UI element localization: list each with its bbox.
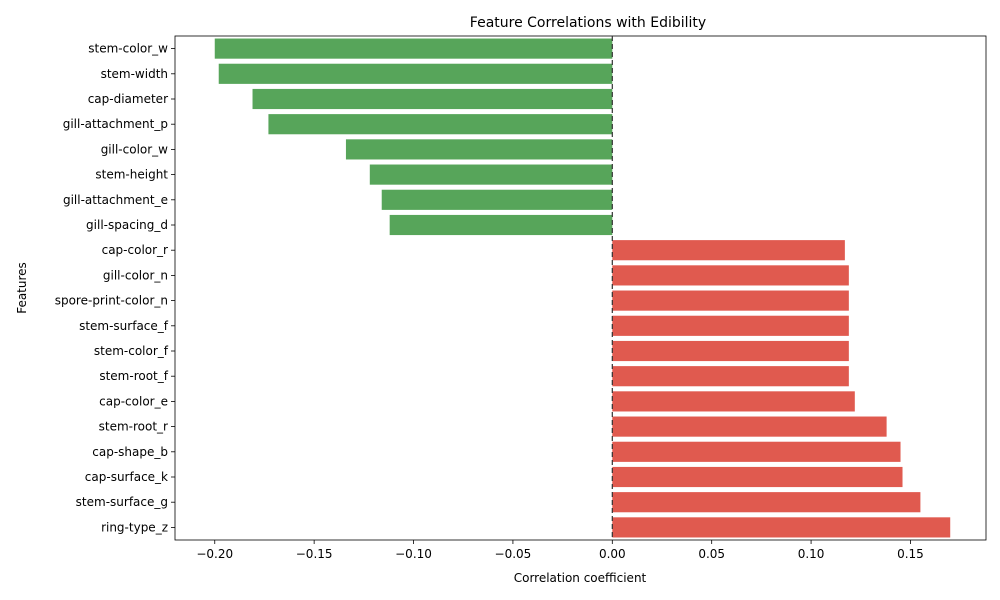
y-tick-label: gill-attachment_e: [63, 193, 168, 207]
bar-stem-color_w: [214, 38, 613, 59]
bar-spore-print-color_n: [612, 290, 849, 311]
x-axis-label: Correlation coefficient: [514, 571, 647, 585]
bar-stem-root_r: [612, 416, 887, 437]
bars: [214, 38, 951, 538]
y-tick-label: cap-surface_k: [85, 470, 168, 484]
bar-stem-height: [369, 164, 613, 185]
y-tick-label: spore-print-color_n: [55, 294, 168, 308]
bar-gill-color_n: [612, 265, 849, 286]
y-tick-label: ring-type_z: [101, 520, 168, 534]
y-axis-label: Features: [15, 262, 29, 314]
y-tick-label: cap-shape_b: [92, 445, 168, 459]
bar-gill-spacing_d: [389, 214, 613, 236]
x-tick-label: 0.00: [599, 547, 626, 561]
y-tick-label: stem-root_f: [99, 369, 168, 383]
bar-gill-color_w: [345, 139, 613, 160]
bar-gill-attachment_p: [268, 114, 613, 135]
y-tick-label: cap-color_r: [102, 243, 168, 257]
y-tick-label: stem-root_r: [99, 420, 168, 434]
x-tick-label: 0.10: [798, 547, 825, 561]
y-tick-label: stem-surface_g: [76, 495, 168, 509]
bar-cap-color_e: [612, 391, 855, 412]
x-tick-label: −0.20: [196, 547, 233, 561]
bar-stem-root_f: [612, 366, 849, 387]
plot-area: [174, 35, 987, 541]
y-tick-label: stem-width: [101, 67, 168, 81]
chart-title: Feature Correlations with Edibility: [470, 15, 706, 31]
plot-frame: [174, 35, 987, 541]
x-axis-ticks: −0.20 −0.15 −0.10 −0.05 0.00 0.05 0.10 0.15: [196, 540, 924, 561]
y-tick-label: gill-color_n: [103, 268, 168, 282]
y-axis-ticks: stem-color_w stem-width cap-diameter gill-a…: [55, 42, 175, 534]
y-tick-label: stem-height: [95, 168, 168, 182]
bar-cap-diameter: [252, 88, 613, 110]
bar-stem-surface_f: [612, 315, 849, 336]
bar-ring-type_z: [612, 517, 951, 538]
bar-stem-width: [218, 63, 613, 84]
y-tick-label: stem-color_f: [94, 344, 169, 358]
y-tick-label: gill-attachment_p: [63, 117, 168, 131]
bar-cap-shape_b: [612, 441, 901, 462]
x-tick-label: 0.05: [698, 547, 725, 561]
bar-cap-color_r: [612, 240, 845, 261]
y-tick-label: cap-diameter: [88, 92, 168, 106]
bar-cap-surface_k: [612, 466, 903, 488]
bar-stem-color_f: [612, 340, 849, 362]
bar-stem-surface_g: [612, 492, 921, 513]
x-tick-label: −0.15: [296, 547, 333, 561]
y-tick-label: stem-surface_f: [79, 319, 169, 333]
y-tick-label: gill-spacing_d: [86, 218, 168, 232]
bar-gill-attachment_e: [381, 189, 613, 210]
x-tick-label: 0.15: [897, 547, 924, 561]
y-tick-label: cap-color_e: [99, 394, 168, 408]
x-tick-label: −0.10: [395, 547, 432, 561]
y-tick-label: gill-color_w: [101, 142, 168, 156]
y-tick-label: stem-color_w: [88, 42, 168, 56]
x-tick-label: −0.05: [495, 547, 532, 561]
